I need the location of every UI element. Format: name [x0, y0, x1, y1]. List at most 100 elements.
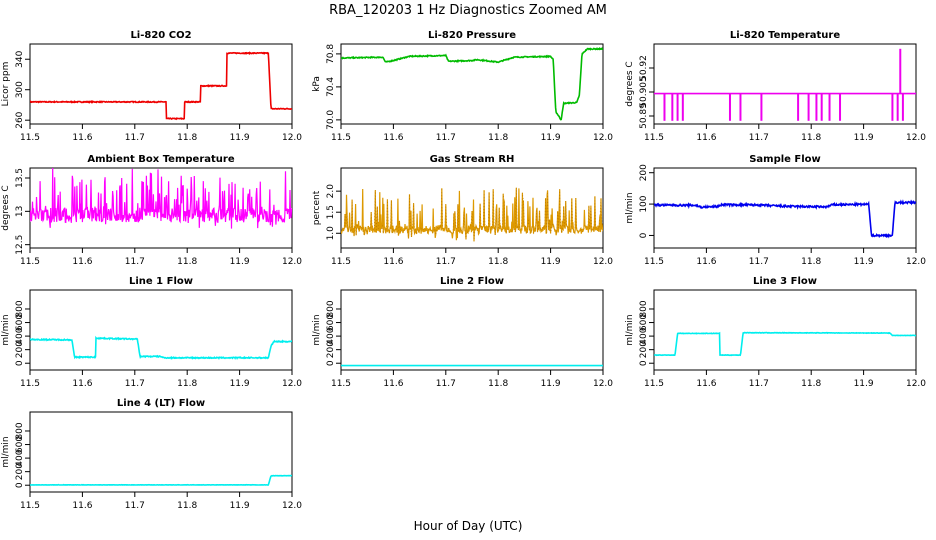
x-tick-label: 11.8: [801, 133, 821, 143]
x-tick-label: 11.9: [230, 501, 250, 511]
x-tick-label: 11.5: [20, 501, 40, 511]
x-tick-label: 11.7: [436, 257, 456, 267]
x-tick-label: 11.5: [331, 133, 351, 143]
x-tick-label: 11.7: [436, 133, 456, 143]
panel-co2: Li-820 CO2 11.5 11.6 11.7 11.8 11.9 12.0 260 300…: [1, 30, 302, 143]
y-tick-label: 70.8: [326, 44, 336, 64]
panel-title: Ambient Box Temperature: [87, 154, 234, 165]
series-markers: [341, 187, 603, 242]
panel-ambient: Ambient Box Temperature 11.5 11.6 11.7 11.8 1…: [1, 154, 302, 267]
x-tick-label: 11.7: [749, 133, 769, 143]
x-tick-label: 11.9: [854, 379, 874, 389]
x-tick-label: 11.7: [125, 133, 145, 143]
x-tick-label: 12.0: [593, 257, 613, 267]
x-tick-label: 12.0: [593, 379, 613, 389]
x-tick-label: 12.0: [282, 379, 302, 389]
y-tick-label: 200: [15, 341, 25, 358]
plot-frame: [340, 167, 604, 249]
panel-title: Line 2 Flow: [440, 276, 504, 287]
x-tick-label: 11.8: [488, 379, 508, 389]
y-tick-label: 0: [15, 482, 25, 488]
y-tick-label: 0: [639, 232, 649, 238]
x-tick-label: 11.8: [177, 257, 197, 267]
y-axis-label: ml/min: [625, 314, 635, 345]
y-axis-label: ml/min: [312, 314, 322, 345]
x-tick-label: 12.0: [282, 257, 302, 267]
panel-line2: Line 2 Flow 11.5 11.6 11.7 11.8 11.9 12.0 0 2004…: [312, 276, 613, 389]
x-tick-label: 11.6: [696, 379, 716, 389]
x-tick-label: 11.6: [696, 133, 716, 143]
y-tick-label: 70.0: [326, 110, 336, 130]
panel-sample_flow: Sample Flow 11.5 11.6 11.7 11.8 11.9 12.0 0 100 2…: [625, 154, 926, 267]
panel-pressure: Li-820 Pressure 11.5 11.6 11.7 11.8 11.9 12.0 7…: [312, 30, 613, 143]
plot-frame: [340, 289, 604, 371]
y-tick-label: 12.5: [15, 235, 25, 255]
y-tick-label: 50.905: [639, 76, 649, 108]
x-tick-label: 11.5: [331, 257, 351, 267]
plot-frame: [653, 43, 917, 125]
y-axis-label: ml/min: [1, 314, 11, 345]
x-tick-label: 11.6: [696, 257, 716, 267]
panel-rh: Gas Stream RH 11.5 11.6 11.7 11.8 11.9 12.0 1.0…: [312, 154, 613, 267]
x-tick-label: 12.0: [906, 257, 926, 267]
y-tick-label: 200: [639, 164, 649, 181]
series-line: [341, 47, 603, 121]
x-tick-label: 11.7: [749, 257, 769, 267]
y-tick-label: 800: [15, 422, 25, 439]
y-tick-label: 0: [15, 360, 25, 366]
x-tick-label: 11.5: [20, 379, 40, 389]
y-tick-label: 50.92: [639, 55, 649, 81]
plot-frame: [653, 167, 917, 249]
y-axis-label: ml/min: [1, 436, 11, 467]
x-tick-label: 11.6: [72, 257, 92, 267]
x-tick-label: 11.9: [854, 133, 874, 143]
y-tick-label: 600: [326, 314, 336, 331]
series-line: [654, 331, 916, 357]
x-tick-label: 11.8: [801, 257, 821, 267]
x-tick-label: 11.5: [644, 133, 664, 143]
series-line: [30, 168, 292, 229]
series-line: [30, 474, 292, 486]
y-tick-label: 600: [15, 314, 25, 331]
x-tick-label: 11.7: [125, 257, 145, 267]
y-axis-label: percent: [312, 190, 322, 225]
panel-title: Line 4 (LT) Flow: [117, 398, 205, 409]
y-tick-label: 800: [15, 300, 25, 317]
x-tick-label: 11.9: [854, 257, 874, 267]
x-tick-label: 11.7: [125, 379, 145, 389]
x-tick-label: 11.9: [541, 379, 561, 389]
x-tick-label: 11.8: [177, 501, 197, 511]
x-tick-label: 11.9: [541, 133, 561, 143]
y-axis-label: ml/min: [625, 192, 635, 223]
panel-title: Li-820 Pressure: [428, 30, 516, 41]
y-tick-label: 50.89: [639, 103, 649, 129]
x-tick-label: 11.5: [644, 379, 664, 389]
y-tick-label: 400: [639, 327, 649, 344]
x-tick-label: 11.9: [230, 257, 250, 267]
figure-xlabel: Hour of Day (UTC): [414, 519, 523, 533]
panel-title: Li-820 CO2: [130, 30, 191, 41]
y-tick-label: 200: [326, 341, 336, 358]
series-line: [654, 199, 916, 239]
series-line: [30, 335, 292, 360]
y-axis-label: kPa: [312, 76, 322, 92]
y-tick-label: 13.5: [15, 168, 25, 188]
x-tick-label: 11.8: [488, 257, 508, 267]
series-line: [30, 51, 292, 121]
x-tick-label: 11.6: [72, 501, 92, 511]
y-tick-label: 400: [15, 327, 25, 344]
plot-frame: [29, 411, 293, 493]
x-tick-label: 12.0: [282, 501, 302, 511]
panel-line1: Line 1 Flow 11.5 11.6 11.7 11.8 11.9 12.0 0 2004…: [1, 276, 302, 389]
x-tick-label: 11.8: [801, 379, 821, 389]
y-tick-label: 800: [639, 300, 649, 317]
y-tick-label: 100: [639, 195, 649, 212]
y-tick-label: 600: [639, 314, 649, 331]
y-tick-label: 300: [15, 81, 25, 98]
y-tick-label: 260: [15, 111, 25, 128]
y-axis-label: degrees C: [625, 61, 635, 106]
x-tick-label: 11.6: [383, 133, 403, 143]
x-tick-label: 11.8: [177, 133, 197, 143]
panels: Li-820 CO2 11.5 11.6 11.7 11.8 11.9 12.0 260 300…: [1, 30, 926, 511]
